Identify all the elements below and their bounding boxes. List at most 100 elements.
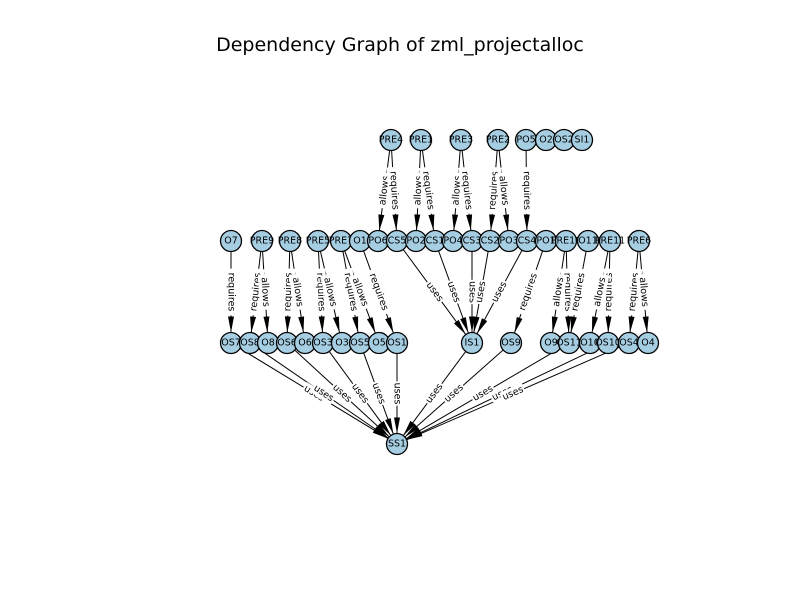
arrowhead-os8-ss1	[373, 426, 389, 439]
svg-text:requires: requires	[459, 171, 474, 211]
node-os9[interactable]: OS9	[499, 331, 523, 355]
node-label: PO1	[536, 236, 555, 247]
node-pre2[interactable]: PRE2	[486, 128, 510, 152]
node-o11[interactable]: O11	[576, 229, 600, 253]
svg-text:allows: allows	[551, 276, 566, 307]
edge-label: allows	[288, 273, 307, 311]
arrowhead-po5-cs4	[523, 214, 530, 231]
svg-text:requires: requires	[226, 273, 237, 312]
node-pre5[interactable]: PRE5	[306, 229, 330, 253]
edge-label: uses	[443, 278, 464, 306]
node-os5[interactable]: OS5	[348, 331, 372, 355]
node-o7[interactable]: O7	[219, 229, 243, 253]
arrowhead-os5-ss1	[385, 418, 394, 435]
svg-text:uses: uses	[474, 280, 489, 303]
node-pre9[interactable]: PRE9	[250, 229, 274, 253]
node-po2[interactable]: PO2	[404, 229, 428, 253]
node-po4[interactable]: PO4	[441, 229, 465, 253]
node-pre10[interactable]: PRE10	[551, 229, 581, 253]
node-po5[interactable]: PO5	[514, 128, 538, 152]
node-label: PRE6	[627, 236, 651, 247]
node-o3[interactable]: O3	[330, 331, 354, 355]
svg-text:requires: requires	[521, 171, 532, 210]
node-cs5[interactable]: CS5	[385, 229, 409, 253]
node-label: PRE7	[329, 236, 353, 247]
node-label: CS3	[463, 236, 482, 247]
node-cs4[interactable]: CS4	[515, 229, 539, 253]
node-po6[interactable]: PO6	[366, 229, 390, 253]
node-label: PO4	[443, 236, 462, 247]
node-pre11[interactable]: PRE11	[595, 229, 625, 253]
node-pre4[interactable]: PRE4	[379, 128, 403, 152]
node-label: OS11	[556, 338, 582, 349]
svg-text:requires: requires	[603, 272, 615, 311]
svg-text:allows: allows	[259, 277, 272, 307]
node-label: PO5	[516, 135, 535, 146]
arrowhead-os11-ss1	[406, 427, 422, 439]
node-label: PRE1	[409, 135, 433, 146]
node-os4[interactable]: OS4	[617, 331, 641, 355]
arrowhead-pre8-o6	[298, 316, 305, 333]
node-label: PRE2	[486, 135, 510, 146]
node-pre3[interactable]: PRE3	[449, 128, 473, 152]
node-cs3[interactable]: CS3	[460, 229, 484, 253]
arrowhead-pre10-os11	[565, 316, 572, 333]
node-label: O2	[539, 135, 553, 146]
arrowhead-pre6-os4	[628, 316, 635, 333]
node-label: O1	[353, 236, 367, 247]
node-cs2[interactable]: CS2	[478, 229, 502, 253]
node-is1[interactable]: IS1	[460, 331, 484, 355]
node-os10[interactable]: OS10	[595, 331, 621, 355]
diagram-title: Dependency Graph of zml_projectalloc	[216, 34, 584, 56]
svg-text:allows: allows	[637, 277, 651, 308]
node-pre8[interactable]: PRE8	[278, 229, 302, 253]
node-label: OS1	[387, 338, 407, 349]
node-label: PO6	[368, 236, 387, 247]
arrowhead-pre1-cs1	[428, 214, 435, 231]
node-pre6[interactable]: PRE6	[627, 229, 651, 253]
node-pre1[interactable]: PRE1	[409, 128, 433, 152]
node-label: OS10	[595, 338, 621, 349]
arrowhead-pre11-o10	[592, 316, 599, 333]
node-o4[interactable]: O4	[636, 331, 660, 355]
arrowhead-pre2-cs2	[489, 214, 496, 231]
edge-label: requires	[386, 166, 402, 215]
edge-label: uses	[472, 278, 490, 306]
node-os1[interactable]: OS1	[385, 331, 409, 355]
node-si1[interactable]: SI1	[570, 128, 594, 152]
edge-label: requires	[418, 166, 438, 215]
node-label: O11	[578, 236, 598, 247]
arrowhead-pre2-po3	[503, 214, 510, 231]
node-label: O6	[298, 338, 312, 349]
node-label: SI1	[575, 135, 590, 146]
node-label: O3	[335, 338, 349, 349]
edge-label: requires	[225, 268, 237, 316]
arrowhead-o7-os7	[228, 316, 234, 333]
node-ss1[interactable]: SS1	[385, 432, 409, 456]
arrowhead-pre10-o9	[551, 316, 558, 333]
edge-label: requires	[515, 267, 542, 317]
arrowhead-pre3-po4	[452, 214, 459, 231]
edge-label: uses	[391, 381, 403, 406]
arrowhead-cs4-is1	[476, 318, 488, 334]
svg-text:requires: requires	[517, 272, 540, 312]
node-o8[interactable]: O8	[256, 331, 280, 355]
edge-label: uses	[440, 380, 468, 407]
arrowhead-po1-os9	[514, 316, 523, 334]
node-label: OS2	[554, 135, 574, 146]
node-os11[interactable]: OS11	[556, 331, 582, 355]
arrowhead-pre5-o3	[333, 316, 340, 333]
arrowhead-pre4-cs5	[392, 214, 399, 231]
arrowhead-pre9-o8	[263, 316, 270, 333]
arrowhead-cs3-is1	[469, 316, 475, 333]
arrowhead-pre4-po6	[378, 214, 385, 231]
arrowhead-pre3-cs3	[466, 214, 473, 231]
node-os7[interactable]: OS7	[219, 331, 243, 355]
node-label: PRE9	[250, 236, 274, 247]
node-label: OS5	[350, 338, 370, 349]
edge-label: requires	[520, 167, 533, 214]
node-label: PRE5	[306, 236, 330, 247]
node-label: PRE11	[595, 236, 625, 247]
node-os3[interactable]: OS3	[311, 331, 335, 355]
edge-label: uses	[368, 379, 389, 408]
